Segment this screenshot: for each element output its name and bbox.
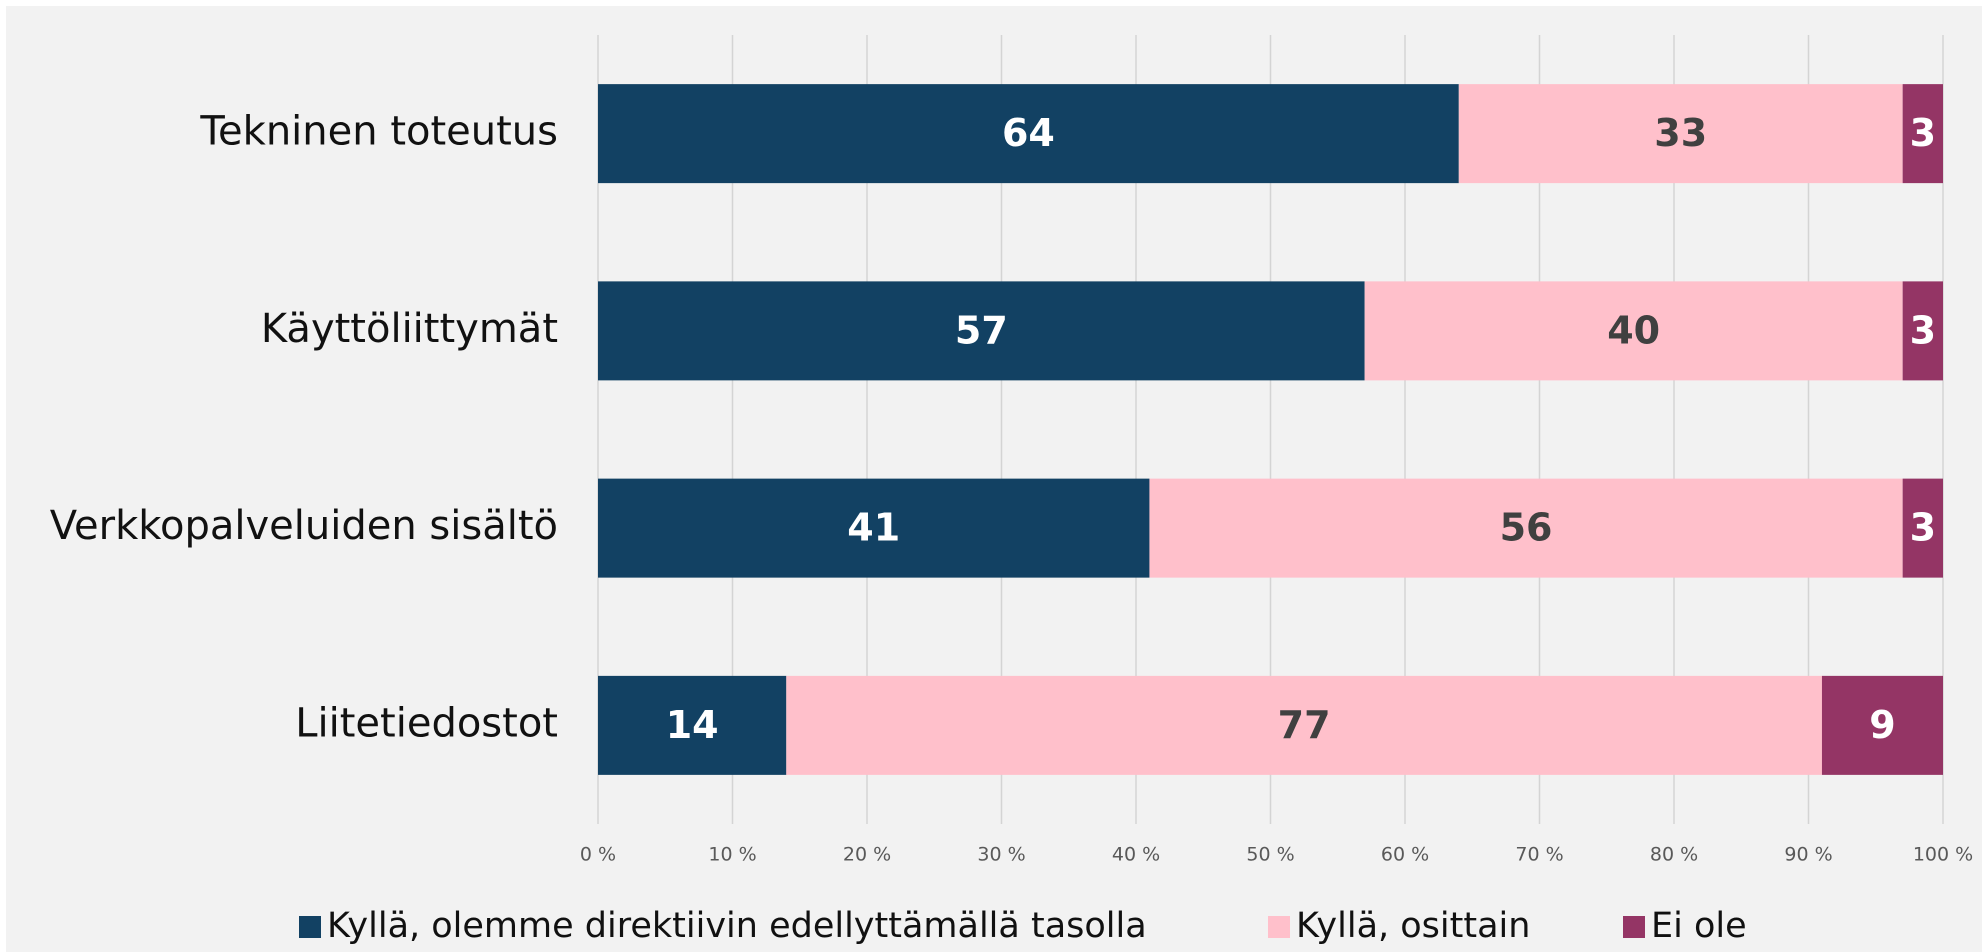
data-label: 3 xyxy=(1910,111,1936,155)
legend-label: Ei ole xyxy=(1651,906,1747,946)
y-tick-label: Liitetiedostot xyxy=(295,700,558,746)
bar-segment xyxy=(598,281,1365,381)
data-label: 57 xyxy=(955,308,1008,352)
x-tick-label: 30 % xyxy=(977,844,1025,866)
bar-segment xyxy=(598,84,1459,184)
x-tick-label: 70 % xyxy=(1515,844,1563,866)
x-tick-label: 0 % xyxy=(580,844,616,866)
data-label: 56 xyxy=(1500,506,1553,550)
data-label: 9 xyxy=(1869,703,1895,747)
data-label: 40 xyxy=(1607,308,1660,352)
bar-segment xyxy=(786,675,1822,775)
bar-segment xyxy=(1902,478,1943,578)
legend-swatch xyxy=(1623,916,1645,938)
legend-label: Kyllä, osittain xyxy=(1296,906,1530,946)
data-label: 3 xyxy=(1910,308,1936,352)
bar-segment xyxy=(1902,84,1943,184)
y-tick-label: Verkkopalveluiden sisältö xyxy=(50,503,558,549)
x-tick-label: 50 % xyxy=(1246,844,1294,866)
data-label: 33 xyxy=(1654,111,1707,155)
bar-segment xyxy=(1149,478,1903,578)
bar-segment xyxy=(1364,281,1903,381)
legend-swatch xyxy=(299,916,321,938)
bar-segment xyxy=(1458,84,1903,184)
x-tick-label: 100 % xyxy=(1913,844,1973,866)
x-tick-label: 20 % xyxy=(843,844,891,866)
data-label: 3 xyxy=(1910,506,1936,550)
data-label: 41 xyxy=(847,506,900,550)
x-tick-label: 10 % xyxy=(708,844,756,866)
x-tick-label: 80 % xyxy=(1650,844,1698,866)
y-tick-label: Käyttöliittymät xyxy=(261,306,558,352)
bar-segment xyxy=(598,675,787,775)
data-label: 64 xyxy=(1002,111,1055,155)
x-tick-label: 60 % xyxy=(1381,844,1429,866)
data-label: 77 xyxy=(1278,703,1331,747)
bar-segment xyxy=(1821,675,1943,775)
bar-segment xyxy=(598,478,1150,578)
legend-label: Kyllä, olemme direktiivin edellyttämällä… xyxy=(327,906,1147,946)
data-label: 14 xyxy=(666,703,719,747)
legend-swatch xyxy=(1268,916,1290,938)
x-tick-label: 90 % xyxy=(1784,844,1832,866)
bar-segment xyxy=(1902,281,1943,381)
x-tick-label: 40 % xyxy=(1112,844,1160,866)
y-tick-label: Tekninen toteutus xyxy=(199,109,558,155)
